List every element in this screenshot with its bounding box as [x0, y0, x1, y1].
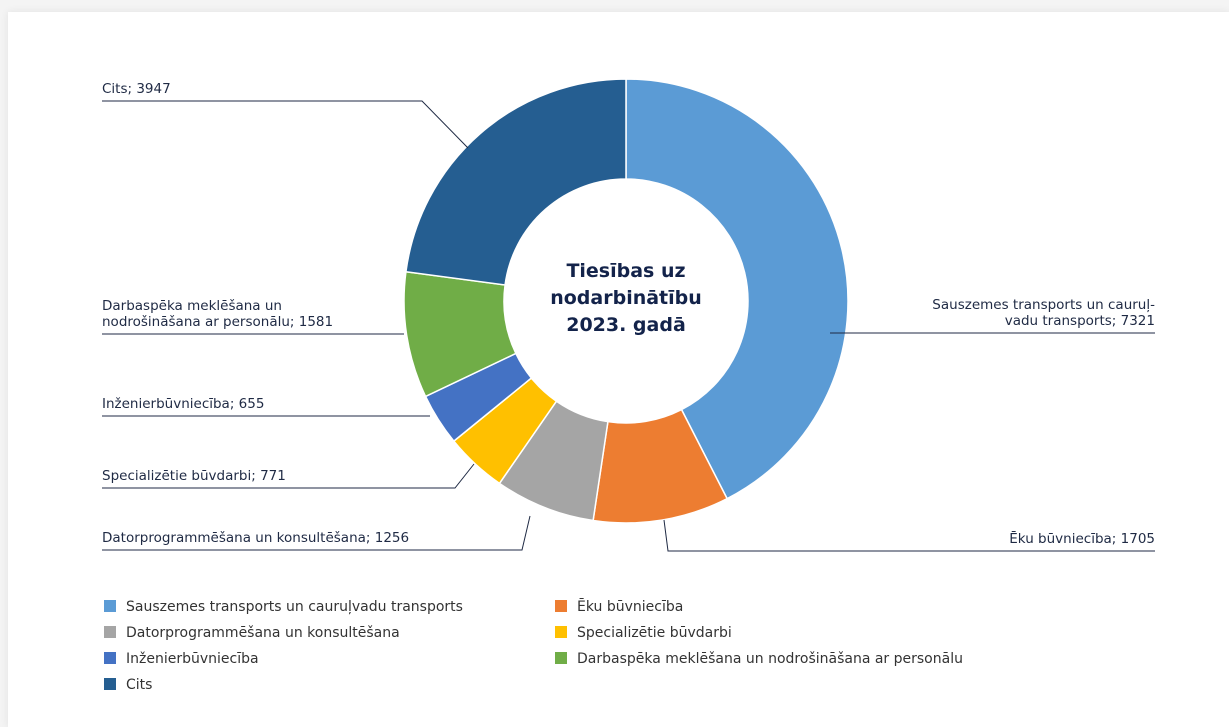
- legend-label: Inženierbūvniecība: [126, 651, 259, 667]
- legend-swatch: [555, 600, 567, 612]
- chart-title: Tiesības uz nodarbinātību 2023. gadā: [550, 260, 702, 336]
- leader-line: [102, 463, 475, 489]
- data-label: Datorprogrammēšana un konsultēšana; 1256: [102, 530, 409, 546]
- data-label: Sauszemes transports un cauruļ-vadu tran…: [932, 297, 1155, 329]
- legend-label: Specializētie būvdarbi: [577, 625, 732, 641]
- legend-swatch: [104, 626, 116, 638]
- donut-slice: [625, 78, 849, 500]
- legend-swatch: [104, 678, 116, 690]
- data-label: Darbaspēka meklēšana un nodrošināšana ar …: [102, 298, 333, 330]
- legend-swatch: [104, 652, 116, 664]
- data-label: Specializētie būvdarbi; 771: [102, 468, 286, 484]
- legend-label: Darbaspēka meklēšana un nodrošināšana ar…: [577, 651, 963, 667]
- data-label: Ēku būvniecība; 1705: [1009, 530, 1155, 547]
- data-label: Inženierbūvniecība; 655: [102, 396, 264, 412]
- leader-line: [102, 100, 469, 149]
- donut-slice: [405, 78, 627, 286]
- data-label: Cits; 3947: [102, 81, 171, 97]
- legend-label: Sauszemes transports un cauruļvadu trans…: [126, 599, 463, 615]
- legend-swatch: [104, 600, 116, 612]
- leader-line: [102, 515, 531, 551]
- legend-label: Datorprogrammēšana un konsultēšana: [126, 625, 400, 641]
- legend-label: Ēku būvniecība: [577, 598, 683, 615]
- legend-label: Cits: [126, 677, 152, 693]
- legend-swatch: [555, 626, 567, 638]
- legend-swatch: [555, 652, 567, 664]
- leader-line: [663, 519, 1155, 552]
